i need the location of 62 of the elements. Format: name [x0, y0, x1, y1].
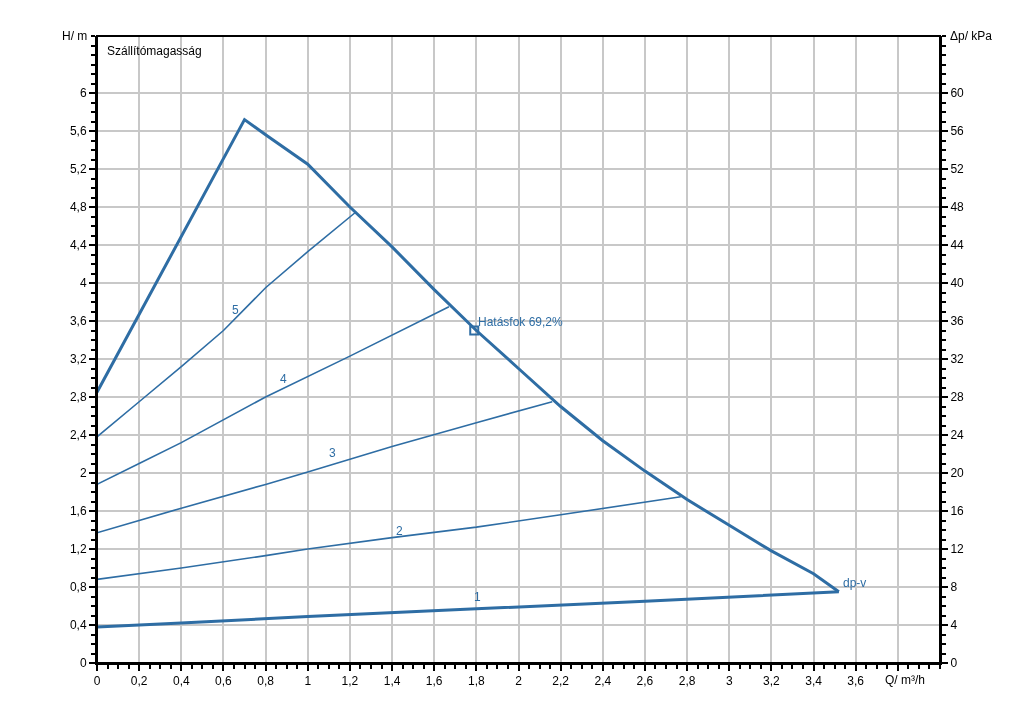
y-tick-label: 2	[79, 466, 87, 481]
y2-tick-label: 16	[950, 504, 965, 519]
y-tick-label: 4	[79, 276, 87, 291]
x-tick-label: 1,4	[383, 674, 401, 689]
x-tick-label: 1,8	[468, 674, 486, 689]
x-tick-label: 3,6	[847, 674, 865, 689]
y-tick-label: 5,2	[69, 162, 87, 177]
y2-tick-label: 8	[950, 580, 958, 595]
x-tick-label: 0,8	[257, 674, 275, 689]
y2-tick-label: 24	[950, 428, 965, 443]
x-tick-label: 2,4	[594, 674, 612, 689]
y-tick-label: 3,2	[69, 352, 87, 367]
y2-tick-label: 56	[950, 124, 965, 139]
annotation: 1	[474, 590, 481, 604]
x-tick-label: 1	[304, 674, 312, 689]
y2-tick-label: 0	[950, 656, 958, 671]
x-tick-label: 1,6	[425, 674, 443, 689]
x-tick-label: 3,4	[805, 674, 823, 689]
y2-tick-label: 12	[950, 542, 965, 557]
x-tick-label: 2,2	[552, 674, 570, 689]
y-tick-label: 0,8	[69, 580, 87, 595]
x-axis-title: Q/ m³/h	[885, 673, 926, 687]
x-tick-label: 3,2	[763, 674, 781, 689]
annotation: 5	[232, 303, 239, 317]
y-tick-label: 4,8	[69, 200, 87, 215]
y2-tick-label: 44	[950, 238, 965, 253]
x-tick-label: 0	[93, 674, 101, 689]
y2-tick-label: 4	[950, 618, 958, 633]
x-tick-label: 2,8	[678, 674, 696, 689]
y-tick-label: 5,6	[69, 124, 87, 139]
x-tick-label: 2,6	[636, 674, 654, 689]
y-tick-label: 2,4	[69, 428, 87, 443]
annotation: 2	[396, 524, 403, 538]
x-tick-label: 1,2	[341, 674, 359, 689]
annotation: dp-v	[843, 576, 867, 590]
y-tick-label: 0,4	[69, 618, 87, 633]
y2-tick-label: 36	[950, 314, 965, 329]
x-tick-label: 0,4	[172, 674, 190, 689]
y2-tick-label: 52	[950, 162, 965, 177]
x-tick-label: 3	[725, 674, 733, 689]
y2-axis-title: Δp/ kPa	[950, 29, 993, 43]
y-tick-label: 1,6	[69, 504, 87, 519]
y-tick-label: 1,2	[69, 542, 87, 557]
y2-tick-label: 28	[950, 390, 965, 405]
annotation: 4	[280, 372, 287, 386]
annotation: 3	[329, 446, 336, 460]
y-tick-label: 2,8	[69, 390, 87, 405]
x-tick-label: 0,6	[215, 674, 233, 689]
y-tick-label: 0	[79, 656, 87, 671]
annotation: Szállítómagasság	[107, 44, 202, 58]
y-tick-label: 3,6	[69, 314, 87, 329]
y2-tick-label: 20	[950, 466, 965, 481]
y2-tick-label: 32	[950, 352, 965, 367]
x-tick-label: 0,2	[130, 674, 148, 689]
y-axis-title: H/ m	[62, 29, 88, 43]
y-tick-label: 6	[79, 86, 87, 101]
annotation: Hatásfok 69,2%	[478, 315, 564, 329]
x-tick-label: 2	[515, 674, 523, 689]
y2-tick-label: 60	[950, 86, 965, 101]
y2-tick-label: 48	[950, 200, 965, 215]
y-tick-label: 4,4	[69, 238, 87, 253]
y2-tick-label: 40	[950, 276, 965, 291]
